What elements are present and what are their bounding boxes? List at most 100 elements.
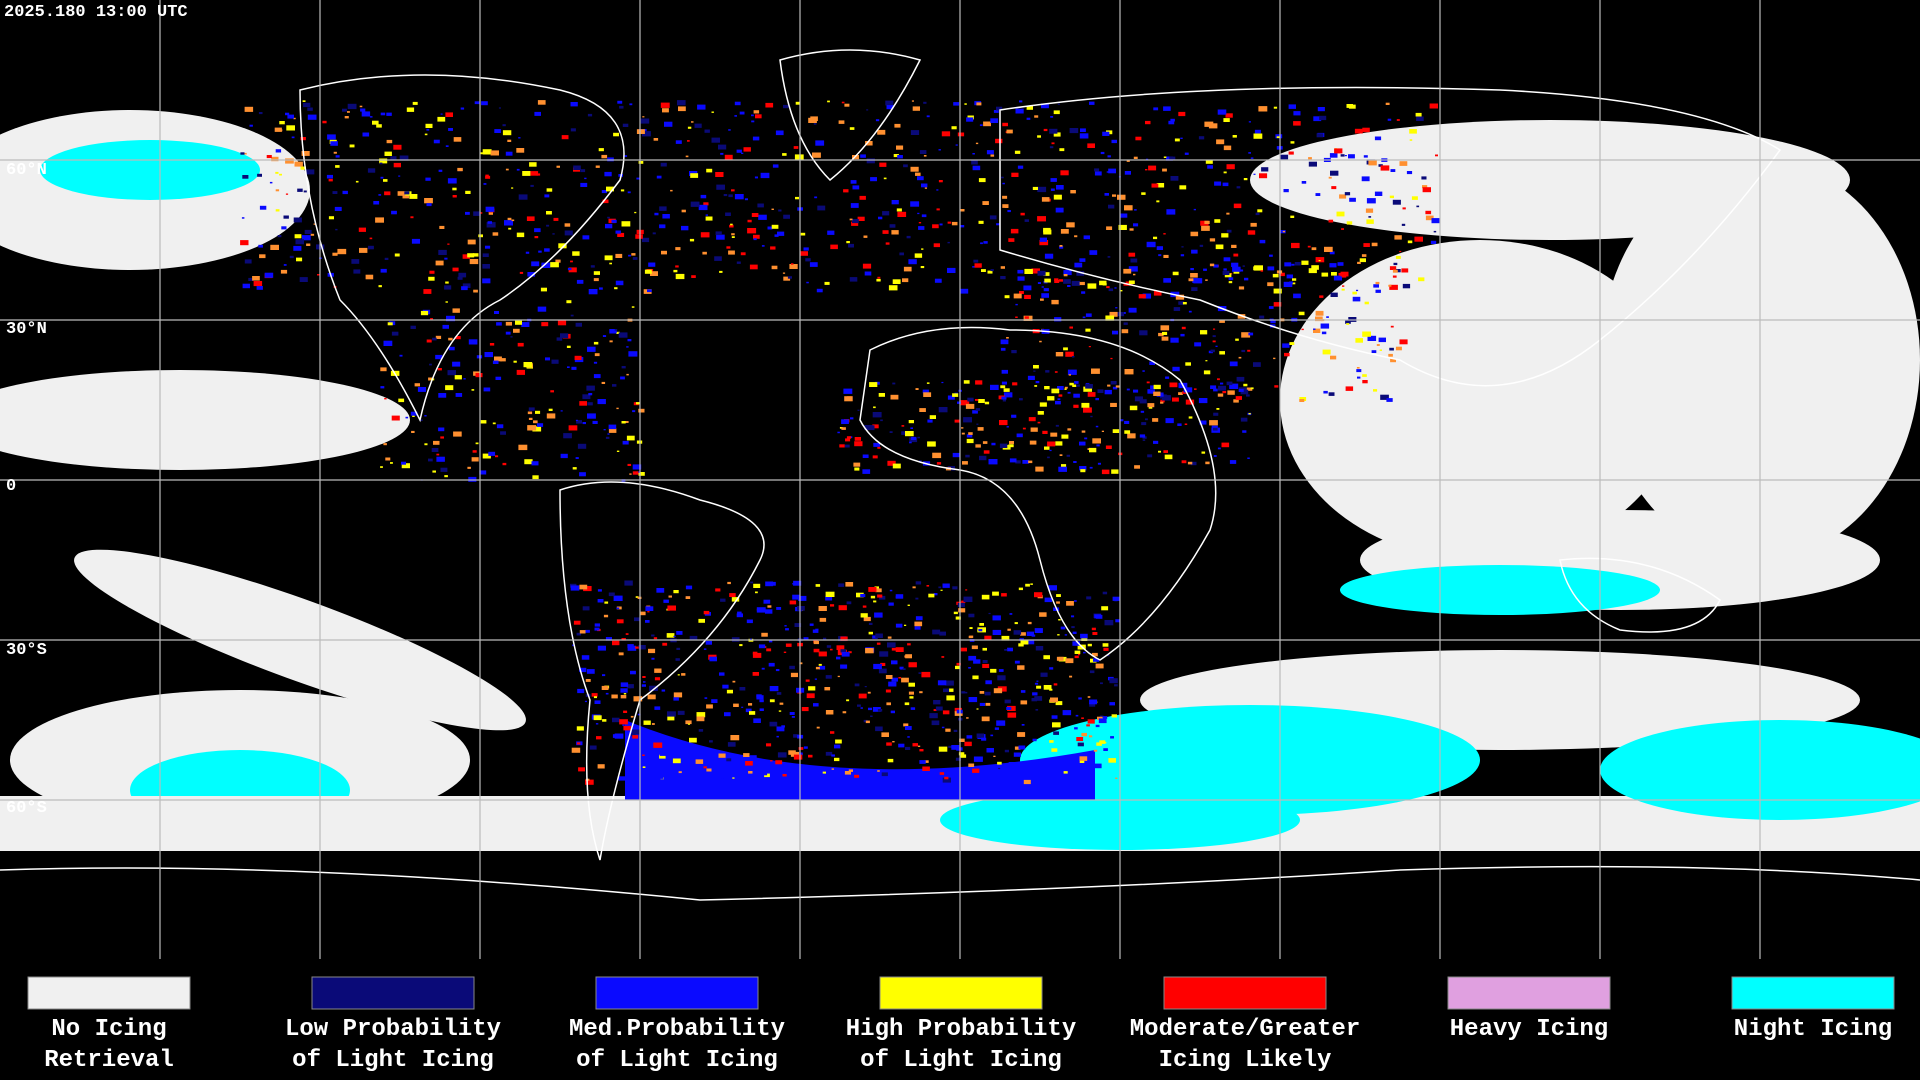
speckle [881, 772, 888, 777]
speckle [1153, 391, 1161, 396]
speckle [1004, 295, 1010, 299]
speckle [571, 366, 577, 370]
speckle [1031, 698, 1037, 702]
speckle [1316, 133, 1324, 138]
speckle [1103, 647, 1109, 651]
speckle [885, 242, 890, 245]
legend-label: of Light Icing [860, 1047, 1062, 1074]
speckle [1270, 320, 1276, 324]
speckle [990, 269, 994, 272]
speckle [878, 393, 885, 397]
speckle [593, 361, 598, 364]
speckle [619, 105, 624, 109]
speckle [874, 586, 879, 590]
speckle [631, 729, 641, 735]
latitude-label: 60°N [6, 161, 47, 180]
speckle [752, 136, 760, 141]
speckle [969, 627, 973, 629]
speckle [287, 114, 294, 119]
speckle [317, 274, 320, 276]
speckle [1124, 430, 1131, 434]
speckle [1166, 209, 1176, 215]
speckle [1107, 654, 1110, 657]
speckle [1342, 285, 1345, 287]
speckle [1123, 322, 1128, 325]
speckle [448, 337, 453, 341]
speckle [1041, 197, 1050, 202]
speckle [887, 636, 892, 639]
speckle [505, 168, 509, 171]
speckle [485, 175, 491, 179]
speckle [584, 177, 587, 180]
speckle [1236, 186, 1241, 189]
speckle [1002, 182, 1005, 185]
speckle [294, 161, 303, 167]
speckle [985, 702, 991, 706]
speckle [769, 699, 775, 703]
speckle [1409, 129, 1417, 134]
legend-swatch [27, 976, 191, 1010]
speckle [704, 762, 708, 764]
speckle [611, 694, 618, 699]
speckle [769, 721, 778, 727]
speckle [630, 670, 636, 675]
speckle [438, 169, 443, 172]
speckle [915, 597, 919, 600]
speckle [1103, 748, 1108, 751]
speckle [1160, 325, 1170, 331]
speckle [590, 265, 595, 268]
speckle [244, 152, 247, 155]
speckle [957, 401, 961, 404]
speckle [1053, 683, 1058, 686]
speckle [1056, 185, 1064, 190]
speckle [1178, 111, 1186, 117]
speckle [1122, 312, 1126, 314]
speckle [616, 619, 624, 624]
speckle [1151, 183, 1159, 188]
speckle [1193, 208, 1196, 211]
speckle [1115, 385, 1120, 388]
speckle [964, 103, 967, 105]
speckle [430, 318, 433, 320]
speckle [806, 281, 809, 284]
speckle [659, 206, 667, 211]
speckle [355, 180, 359, 183]
speckle [685, 585, 693, 590]
speckle [279, 173, 282, 176]
speckle [702, 251, 707, 255]
speckle [988, 612, 991, 615]
speckle [607, 157, 614, 162]
speckle [912, 106, 920, 111]
speckle [1371, 350, 1377, 353]
speckle [467, 253, 475, 258]
speckle [1293, 121, 1301, 126]
speckle [687, 140, 690, 142]
speckle [775, 130, 784, 136]
speckle [1102, 591, 1108, 595]
speckle [502, 124, 506, 127]
speckle [630, 715, 634, 718]
speckle [860, 613, 868, 618]
speckle [1100, 151, 1105, 155]
speckle [1023, 285, 1032, 291]
speckle [783, 276, 791, 281]
speckle [1002, 195, 1008, 199]
speckle [1039, 237, 1047, 242]
speckle [918, 672, 922, 674]
speckle [808, 686, 816, 691]
speckle [672, 758, 681, 764]
speckle [1209, 420, 1218, 426]
speckle [538, 250, 542, 253]
speckle [766, 648, 772, 652]
speckle [1083, 407, 1092, 413]
speckle [1069, 326, 1073, 329]
speckle [1032, 692, 1038, 696]
speckle [998, 767, 1001, 770]
speckle [448, 346, 455, 351]
speckle [1026, 117, 1031, 120]
speckle [975, 408, 981, 411]
speckle [1319, 295, 1324, 298]
speckle [626, 684, 634, 689]
speckle [862, 605, 867, 608]
speckle [937, 680, 947, 686]
